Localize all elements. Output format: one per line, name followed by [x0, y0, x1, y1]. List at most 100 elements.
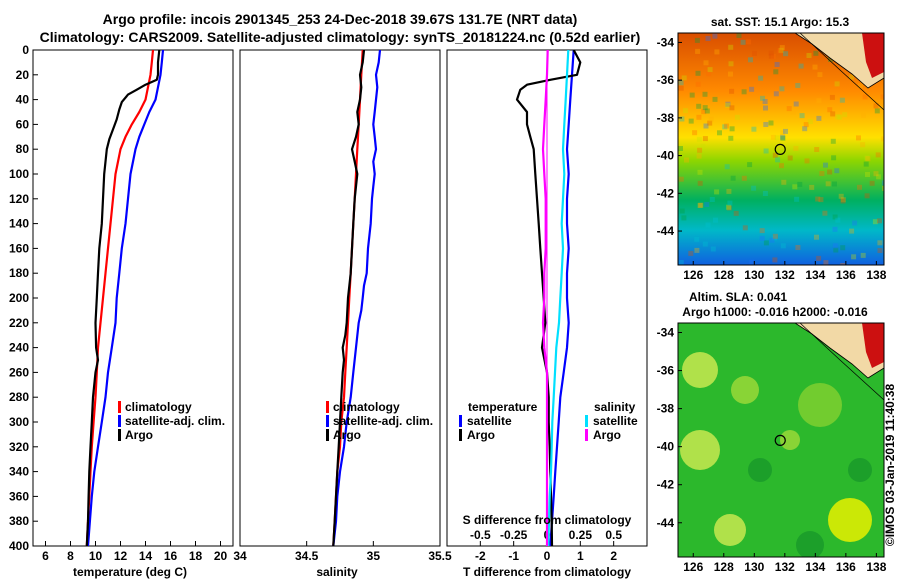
texture-cell	[712, 96, 718, 102]
x-tick-label: 1	[577, 549, 584, 563]
texture-cell	[872, 219, 878, 225]
x-tick-label: 18	[189, 549, 203, 563]
x-tick-label: 14	[139, 549, 153, 563]
legend-heading-salinity: salinity	[594, 400, 636, 414]
texture-cell	[840, 245, 846, 251]
texture-cell	[795, 83, 801, 88]
texture-cell	[780, 130, 786, 136]
texture-cell	[816, 255, 822, 261]
texture-cell	[697, 169, 703, 175]
texture-cell	[703, 60, 709, 66]
sla-anomaly-blob	[731, 376, 759, 404]
texture-cell	[835, 217, 841, 223]
texture-cell	[802, 126, 808, 132]
texture-cell	[793, 101, 799, 107]
depth-tick-label: 120	[9, 192, 29, 206]
lon-tick-label: 132	[775, 268, 795, 282]
texture-cell	[832, 214, 838, 220]
series-line-argo	[85, 50, 161, 546]
sla-anomaly-blob	[680, 430, 720, 470]
argo-location-marker	[774, 143, 786, 155]
texture-cell	[740, 39, 746, 45]
texture-cell	[839, 97, 845, 103]
texture-cell	[833, 247, 839, 253]
texture-cell	[815, 196, 821, 202]
texture-cell	[804, 158, 810, 164]
texture-cell	[747, 162, 753, 168]
texture-cell	[864, 193, 870, 199]
lat-tick-label: -40	[657, 440, 675, 454]
x-tick-label: -1	[508, 549, 519, 563]
lat-tick-label: -34	[657, 326, 675, 340]
texture-cell	[849, 74, 854, 80]
texture-cell	[792, 184, 798, 190]
texture-cell	[798, 63, 804, 69]
texture-cell	[773, 91, 779, 97]
lat-tick-label: -42	[657, 186, 675, 200]
texture-cell	[803, 122, 809, 128]
texture-cell	[881, 180, 884, 186]
lon-tick-label: 128	[714, 560, 734, 574]
texture-cell	[741, 89, 747, 95]
depth-tick-label: 360	[9, 489, 29, 503]
texture-cell	[708, 116, 714, 122]
texture-cell	[779, 163, 784, 169]
texture-cell	[783, 51, 789, 57]
texture-cell	[759, 235, 765, 241]
depth-tick-label: 240	[9, 341, 29, 355]
texture-cell	[813, 50, 819, 56]
texture-cell	[707, 120, 713, 126]
texture-cell	[762, 191, 768, 196]
texture-cell	[830, 138, 836, 144]
texture-cell	[749, 259, 755, 265]
texture-cell	[696, 114, 702, 120]
texture-cell	[697, 180, 703, 186]
texture-cell	[768, 120, 774, 126]
texture-cell	[683, 108, 688, 114]
sst-map-frame	[677, 32, 885, 266]
texture-cell	[873, 171, 879, 177]
texture-cell	[876, 174, 882, 180]
texture-cell	[689, 92, 695, 98]
texture-cell	[724, 123, 729, 129]
texture-cell	[783, 128, 788, 134]
lat-tick-label: -44	[657, 516, 675, 530]
texture-cell	[794, 196, 800, 202]
s-tick-label: 0.25	[569, 528, 593, 542]
texture-cell	[814, 234, 819, 240]
temperature-lines	[85, 50, 165, 546]
salinity-panel: 34 34.5 35 35.5 climatology satellite-adj. …	[233, 49, 452, 579]
legend-label-argo: Argo	[125, 428, 153, 442]
s-tick-label: -0.25	[500, 528, 528, 542]
depth-tick-label: 140	[9, 217, 29, 231]
texture-cell	[838, 193, 844, 199]
texture-cell	[880, 94, 884, 100]
difference-legend: temperature satellite Argo salinity sate…	[459, 400, 638, 442]
texture-cell	[713, 217, 718, 223]
texture-cell	[678, 146, 683, 151]
texture-cell	[729, 105, 735, 111]
x-tick-label: 16	[164, 549, 178, 563]
texture-cell	[733, 210, 739, 216]
texture-cell	[707, 67, 713, 73]
series-line-climatology	[85, 50, 155, 546]
texture-cell	[849, 228, 855, 234]
texture-cell	[772, 257, 778, 263]
texture-cell	[849, 72, 855, 78]
legend-label-s-argo: Argo	[593, 428, 621, 442]
lat-tick-label: -44	[657, 224, 675, 238]
texture-cell	[704, 202, 710, 207]
texture-cell	[758, 75, 764, 81]
shelf-contour	[799, 33, 884, 111]
texture-cell	[806, 53, 812, 58]
texture-cell	[734, 114, 740, 120]
texture-cell	[823, 162, 828, 168]
legend-swatch-satellite	[118, 415, 121, 427]
series-line-salinity-satellite	[547, 50, 570, 546]
texture-cell	[769, 237, 775, 243]
texture-cell	[778, 47, 784, 53]
texture-cell	[697, 147, 703, 153]
texture-cell	[807, 119, 813, 124]
x-tick-label: 35	[367, 549, 381, 563]
sla-anomaly-blob	[780, 430, 800, 450]
